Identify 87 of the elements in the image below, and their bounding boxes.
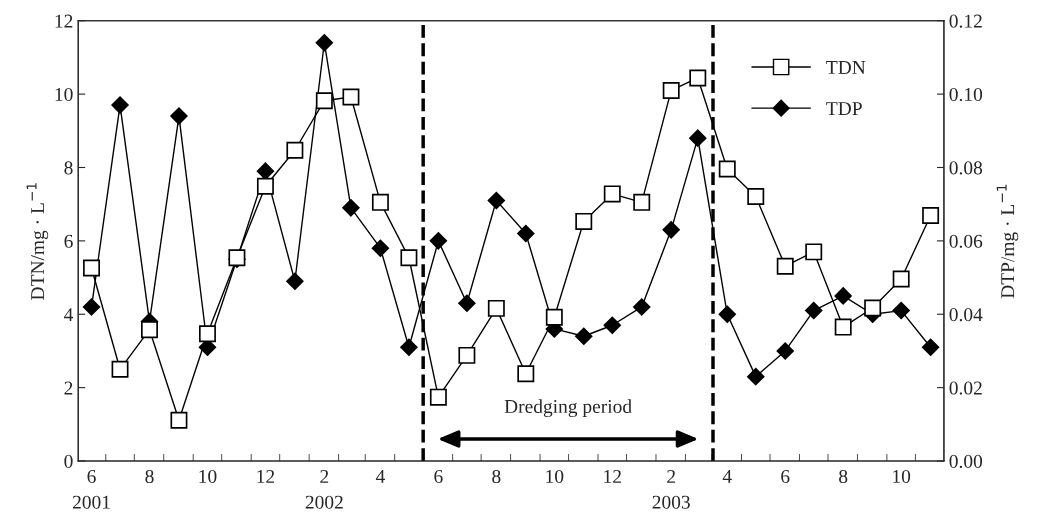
x-tick-label: 6 xyxy=(781,469,790,484)
y2-axis-title: DTP/mg · L$^{−1}$ xyxy=(996,184,1019,299)
point xyxy=(892,301,910,320)
point xyxy=(747,187,765,205)
x-tick-label: 8 xyxy=(492,469,501,484)
x-tick-label: 2 2003 xyxy=(652,469,690,509)
point xyxy=(198,325,216,343)
point xyxy=(111,96,129,114)
x-tick-label: 10 xyxy=(546,469,564,484)
y-tick-label: 2 xyxy=(64,381,73,395)
x-tick-label: 6 2001 xyxy=(72,469,110,509)
point xyxy=(83,259,101,277)
point xyxy=(141,321,158,339)
x-tick-label: 8 xyxy=(145,469,154,484)
point xyxy=(747,367,765,386)
x-tick-label: 12 xyxy=(604,469,621,483)
y-tick-label: 4 xyxy=(64,308,74,321)
point xyxy=(517,224,535,243)
point xyxy=(371,239,390,257)
point xyxy=(834,287,852,305)
legend-label: TDN xyxy=(826,61,866,74)
point xyxy=(170,411,188,429)
y-tick-label: 6 xyxy=(64,234,73,248)
point xyxy=(603,316,621,334)
y2-tick-label: 0.00 xyxy=(949,454,983,469)
y2-tick-label: 0.10 xyxy=(949,87,983,102)
y2-tick-label: 0.08 xyxy=(949,161,983,175)
y2-tick-label: 0.02 xyxy=(949,381,982,395)
point xyxy=(256,162,275,180)
point xyxy=(342,88,360,106)
point xyxy=(633,193,651,211)
point xyxy=(689,69,707,87)
point xyxy=(315,92,333,110)
x-tick-label: 10 xyxy=(199,469,217,484)
point xyxy=(834,318,852,336)
point xyxy=(545,308,563,326)
point xyxy=(170,107,188,125)
point xyxy=(487,191,506,210)
y-tick-label: 12 xyxy=(55,14,73,28)
y2-tick-label: 0.04 xyxy=(949,308,983,322)
point xyxy=(286,272,304,290)
y-tick-label: 8 xyxy=(64,161,73,175)
point xyxy=(892,270,910,288)
point xyxy=(805,301,823,320)
point xyxy=(111,360,129,378)
point xyxy=(286,141,304,159)
point xyxy=(718,160,736,178)
point xyxy=(689,129,707,147)
x-tick-label: 12 xyxy=(257,469,275,483)
point xyxy=(256,177,274,195)
x-tick-label: 8 xyxy=(839,469,848,484)
x-tick-label: 10 xyxy=(893,469,911,484)
point xyxy=(662,81,680,99)
y2-tick-label: 0.12 xyxy=(949,14,982,28)
point xyxy=(371,193,389,211)
legend-label: TDP xyxy=(826,102,862,115)
point xyxy=(776,342,794,360)
point xyxy=(662,221,680,239)
point xyxy=(603,185,621,203)
point xyxy=(633,298,651,316)
point xyxy=(400,338,418,356)
y-axis-title: DTN/mg · L$^{−1}$ xyxy=(26,183,49,300)
point xyxy=(429,232,448,250)
y2-tick-label: 0.06 xyxy=(949,234,983,248)
point xyxy=(429,388,447,406)
point xyxy=(921,338,940,356)
point xyxy=(487,299,505,317)
point xyxy=(400,249,418,267)
point xyxy=(575,212,593,230)
point xyxy=(575,327,593,345)
point xyxy=(517,365,535,383)
x-tick-label: 4 xyxy=(375,470,385,483)
x-tick-label: 6 xyxy=(434,469,443,484)
point xyxy=(458,346,476,364)
point xyxy=(864,299,882,317)
point xyxy=(805,243,823,261)
point xyxy=(776,257,794,275)
x-tick-label: 2 2002 xyxy=(305,469,343,509)
annotation: Dredging period xyxy=(504,399,632,418)
point xyxy=(342,199,360,217)
y-tick-label: 10 xyxy=(55,87,73,102)
x-tick-label: 4 xyxy=(722,470,732,483)
y-tick-label: 0 xyxy=(64,454,73,468)
point xyxy=(458,294,476,312)
point xyxy=(315,34,334,52)
point xyxy=(82,298,101,316)
point xyxy=(718,305,736,323)
